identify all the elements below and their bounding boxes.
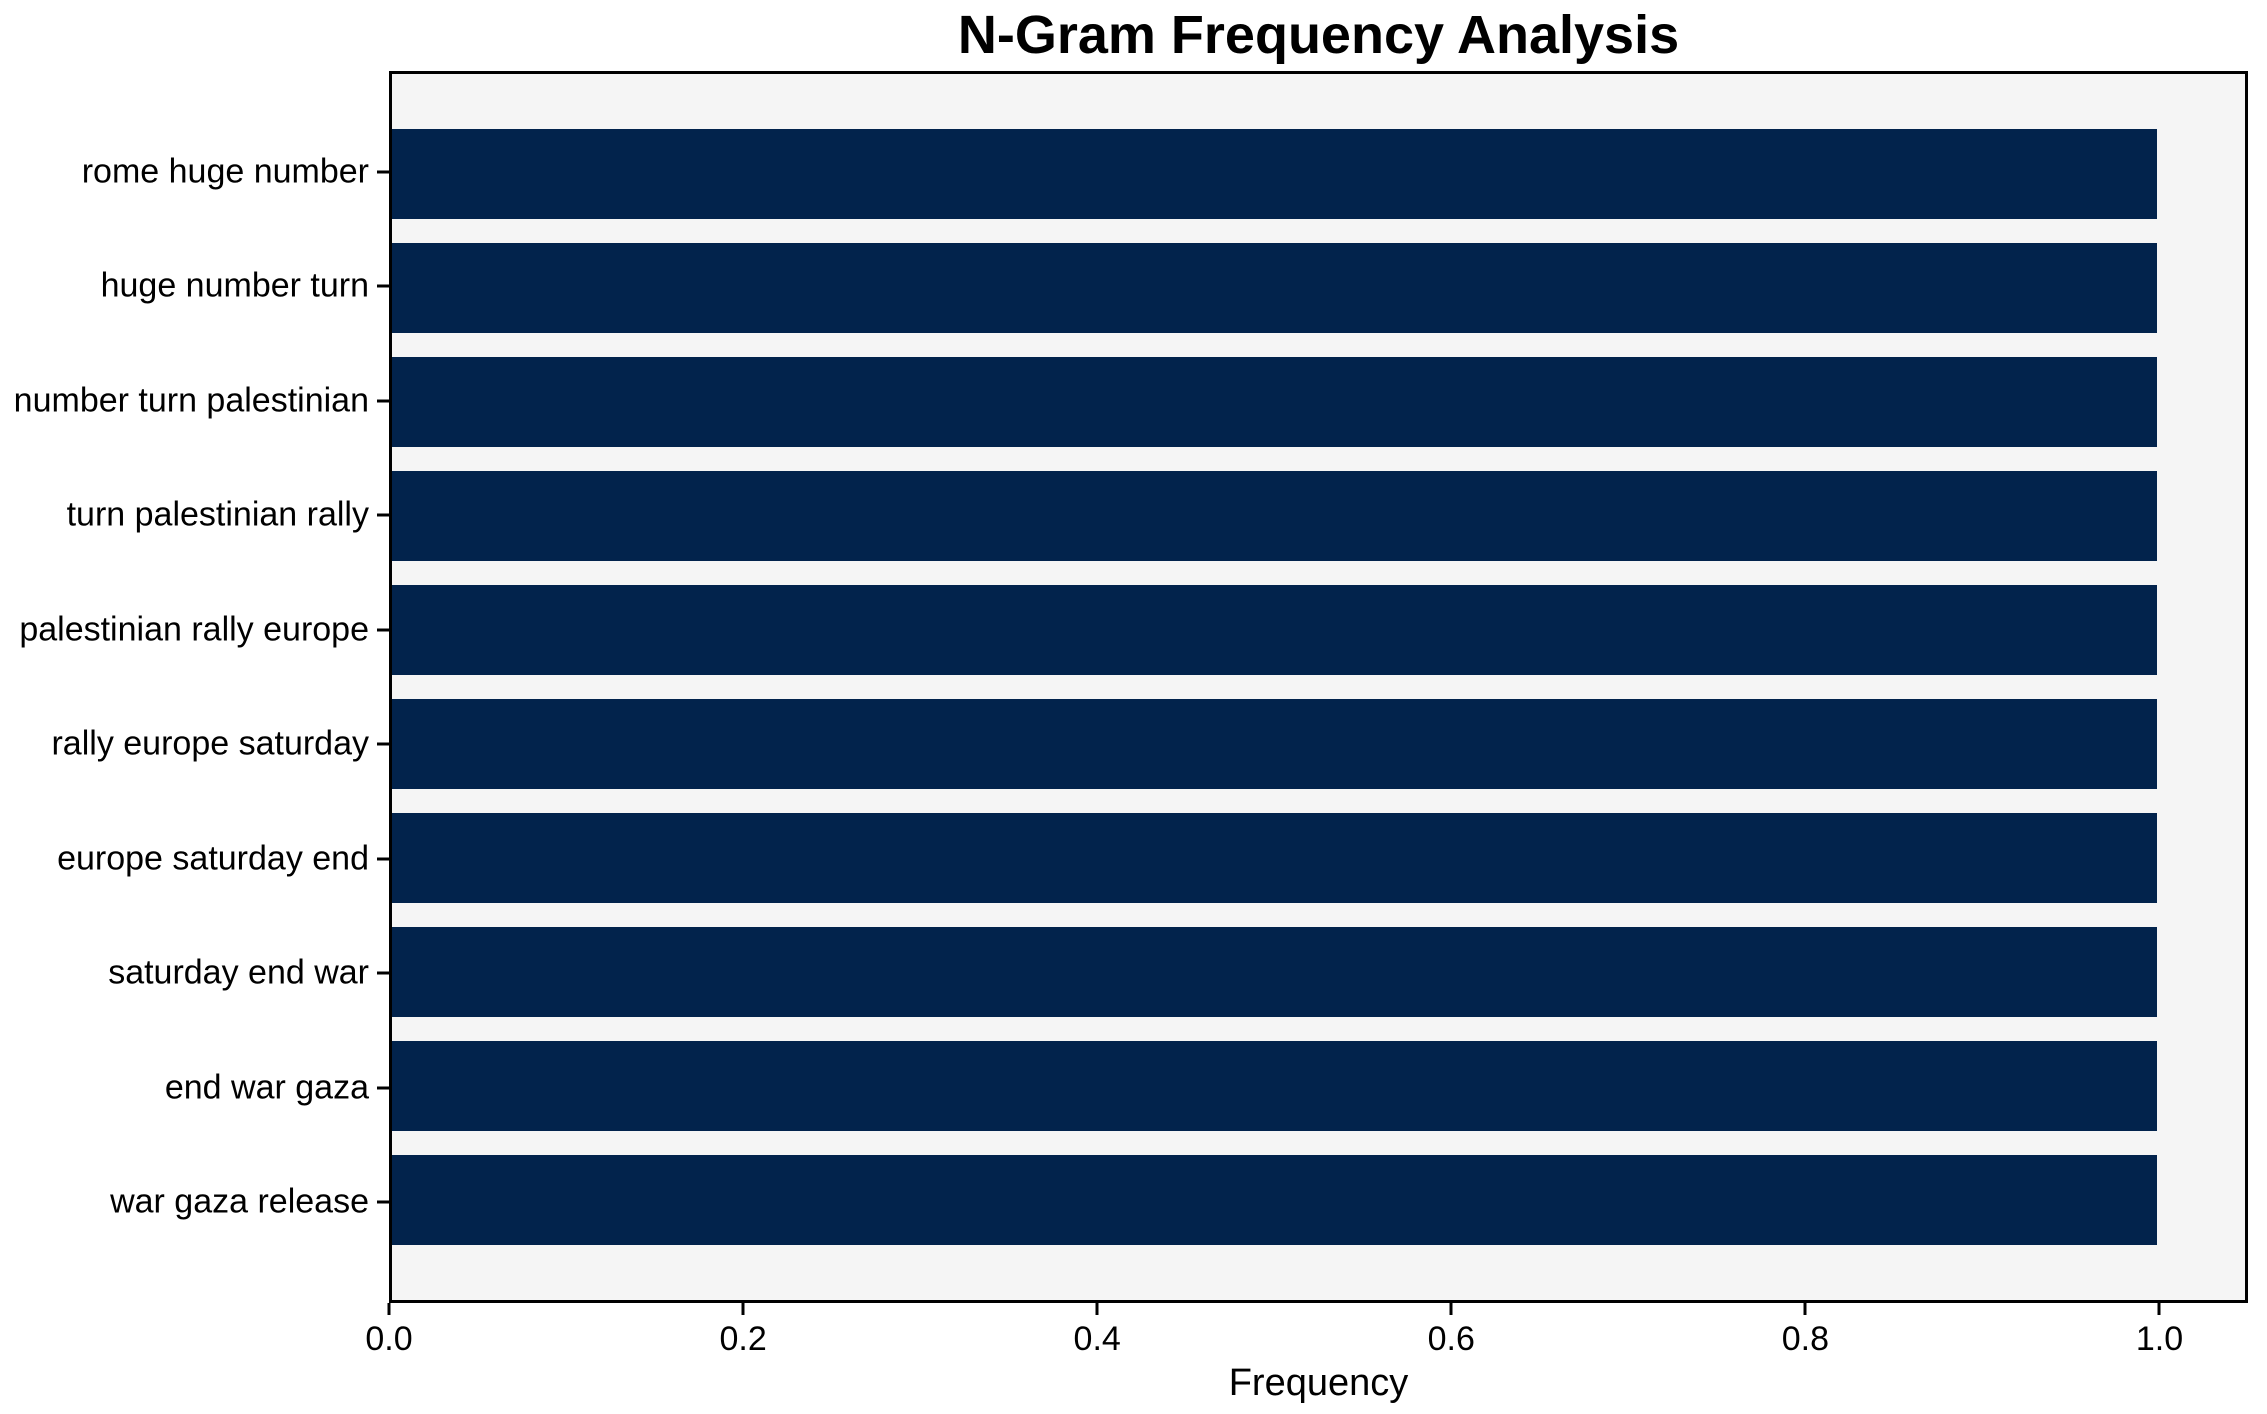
y-tick bbox=[377, 513, 389, 517]
y-tick-label: palestinian rally europe bbox=[19, 610, 369, 649]
bar bbox=[392, 699, 2157, 789]
y-tick-label: rally europe saturday bbox=[51, 724, 369, 763]
y-tick-label: war gaza release bbox=[110, 1182, 369, 1221]
bar bbox=[392, 1155, 2157, 1245]
chart-title: N-Gram Frequency Analysis bbox=[957, 5, 1680, 65]
y-axis-labels: rome huge number huge number turn number t… bbox=[0, 71, 369, 1303]
y-tick-label: huge number turn bbox=[100, 266, 369, 305]
y-tick-label: turn palestinian rally bbox=[66, 495, 369, 534]
y-tick bbox=[377, 628, 389, 632]
x-tick bbox=[387, 1303, 391, 1315]
bar bbox=[392, 585, 2157, 675]
x-tick-label: 0.0 bbox=[365, 1320, 413, 1358]
plot-area bbox=[389, 71, 2248, 1303]
x-tick-label: 0.2 bbox=[719, 1320, 767, 1358]
bar bbox=[392, 357, 2157, 447]
y-tick bbox=[377, 1086, 389, 1090]
x-tick bbox=[2157, 1303, 2161, 1315]
bar bbox=[392, 471, 2157, 561]
x-axis-label: Frequency bbox=[1228, 1362, 1409, 1404]
bar bbox=[392, 927, 2157, 1017]
y-tick bbox=[377, 742, 389, 746]
x-tick bbox=[1095, 1303, 1099, 1315]
bar bbox=[392, 1041, 2157, 1131]
y-tick-label: end war gaza bbox=[164, 1068, 369, 1107]
x-tick-label: 0.4 bbox=[1073, 1320, 1121, 1358]
x-tick-label: 0.8 bbox=[1781, 1320, 1830, 1358]
y-tick bbox=[377, 170, 389, 174]
x-axis-tick-labels: 0.0 0.2 0.4 0.6 0.8 1.0 bbox=[365, 1320, 2248, 1362]
y-tick-label: rome huge number bbox=[81, 152, 369, 191]
y-axis-ticks bbox=[377, 71, 389, 1303]
bar bbox=[392, 813, 2157, 903]
y-tick bbox=[377, 399, 389, 403]
x-tick-label: 0.6 bbox=[1427, 1320, 1475, 1358]
x-axis-ticks bbox=[387, 1303, 2248, 1315]
y-tick bbox=[377, 857, 389, 861]
y-tick-label: number turn palestinian bbox=[13, 381, 369, 420]
x-tick bbox=[741, 1303, 745, 1315]
y-tick bbox=[377, 971, 389, 975]
x-tick bbox=[1449, 1303, 1453, 1315]
bar bbox=[392, 129, 2157, 219]
x-tick bbox=[1803, 1303, 1807, 1315]
y-tick bbox=[377, 284, 389, 288]
y-tick bbox=[377, 1200, 389, 1204]
x-tick-label: 1.0 bbox=[2135, 1320, 2184, 1358]
y-tick-label: europe saturday end bbox=[57, 839, 369, 878]
bar bbox=[392, 243, 2157, 333]
y-tick-label: saturday end war bbox=[108, 953, 369, 992]
